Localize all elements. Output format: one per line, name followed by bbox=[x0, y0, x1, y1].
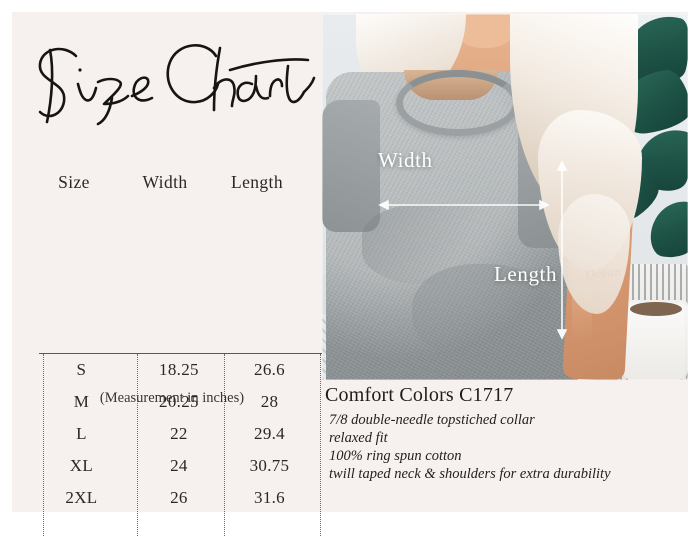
table-row: S 18.25 26.6 bbox=[27, 354, 317, 386]
size-chart-script-title bbox=[38, 44, 316, 126]
tshirt-fold bbox=[412, 264, 552, 360]
cell-length: 26.6 bbox=[254, 360, 285, 379]
cell-width: 24 bbox=[170, 456, 188, 475]
cell-length: 29.4 bbox=[254, 424, 285, 443]
table-header-row: Size Width Length bbox=[27, 164, 317, 200]
column-dividers bbox=[27, 354, 321, 536]
tshirt-fold bbox=[362, 204, 512, 284]
product-spec: 100% ring spun cotton bbox=[329, 448, 462, 464]
cell-width: 26 bbox=[170, 488, 188, 507]
cell-size: L bbox=[76, 424, 87, 443]
product-info: Comfort Colors C1717 7/8 double-needle t… bbox=[325, 384, 685, 483]
product-spec: twill taped neck & shoulders for extra d… bbox=[329, 466, 611, 482]
table-row: L 22 29.4 bbox=[27, 418, 317, 450]
length-label: Length bbox=[494, 262, 558, 286]
column-divider-1 bbox=[137, 354, 138, 536]
measurement-overlay bbox=[378, 160, 568, 340]
cell-size: 2XL bbox=[65, 488, 98, 507]
cell-width: 18.25 bbox=[159, 360, 199, 379]
width-label: Width bbox=[378, 148, 433, 172]
size-table: Size Width Length S 18.25 26.6 M bbox=[27, 164, 327, 536]
model-hair bbox=[558, 194, 630, 314]
table-row: 2XL 26 31.6 bbox=[27, 482, 317, 514]
table-row: M 20.25 28 bbox=[27, 386, 317, 418]
cell-size: S bbox=[76, 360, 87, 379]
plant-soil bbox=[630, 302, 682, 316]
page-title bbox=[20, 26, 316, 136]
photo-edge bbox=[322, 14, 688, 380]
cell-length: 31.6 bbox=[254, 488, 285, 507]
column-header-size: Size bbox=[58, 171, 90, 192]
cell-length: 28 bbox=[260, 392, 279, 411]
length-arrow-head-bottom bbox=[556, 329, 568, 340]
cell-length: 30.75 bbox=[249, 456, 290, 475]
table-body: S 18.25 26.6 M 20.25 28 L 22 29.4 XL 24 bbox=[27, 354, 317, 514]
width-arrow-head-left bbox=[378, 199, 389, 211]
product-photo: Océan Width Length bbox=[322, 14, 688, 380]
chart-canvas: Size Width Length S 18.25 26.6 M bbox=[12, 12, 688, 536]
column-divider-left bbox=[43, 354, 44, 536]
width-arrow-head-right bbox=[539, 199, 550, 211]
measurement-note: (Measurement in inches) bbox=[99, 390, 245, 406]
header-divider bbox=[39, 353, 327, 354]
column-header-length: Length bbox=[231, 171, 283, 192]
table-row: XL 24 30.75 bbox=[27, 450, 317, 482]
column-header-width: Width bbox=[142, 171, 188, 192]
cell-size: XL bbox=[69, 456, 94, 475]
cell-width: 20.25 bbox=[159, 392, 199, 411]
cell-size: M bbox=[73, 392, 90, 411]
column-divider-2 bbox=[224, 354, 225, 536]
tshirt-sleeve bbox=[322, 100, 380, 232]
length-arrow-head-top bbox=[556, 160, 568, 171]
cell-width: 22 bbox=[170, 424, 188, 443]
product-spec: 7/8 double-needle topstiched collar bbox=[329, 412, 535, 428]
product-title: Comfort Colors C1717 bbox=[325, 384, 514, 406]
product-spec: relaxed fit bbox=[329, 430, 388, 446]
size-chart-panel: Size Width Length S 18.25 26.6 M bbox=[12, 12, 327, 536]
column-divider-right bbox=[320, 354, 321, 536]
